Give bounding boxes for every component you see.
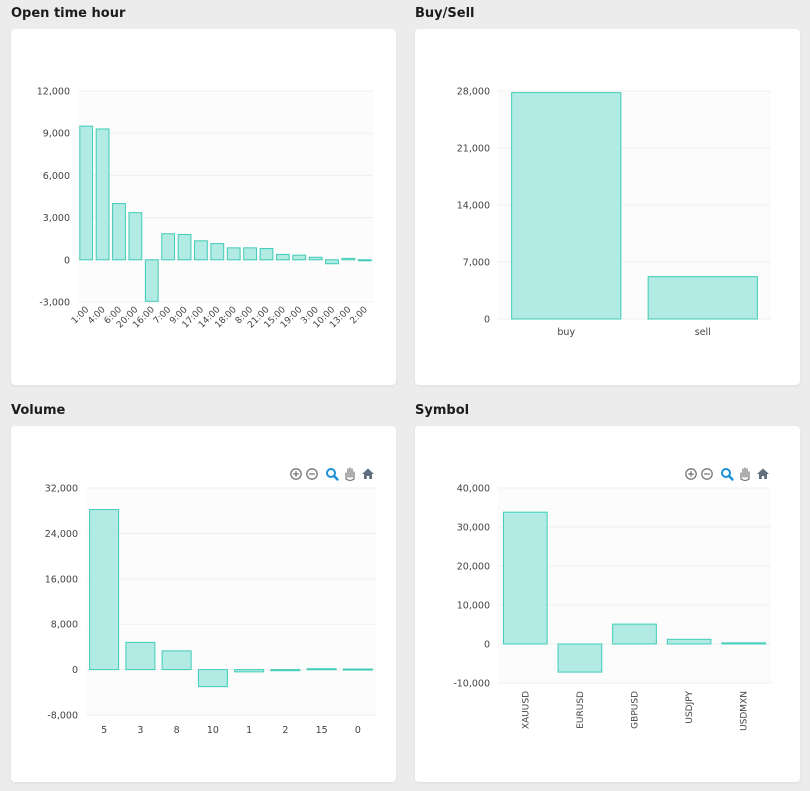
bar-open-time-hour-11[interactable]	[259, 248, 274, 261]
y-tick-label: 10,000	[457, 601, 490, 612]
y-tick-label: 32,000	[45, 484, 78, 495]
y-tick-label: 21,000	[457, 144, 490, 155]
y-tick-label: 24,000	[45, 529, 78, 540]
bar-buy-sell-1[interactable]	[647, 276, 758, 320]
x-tick-label: 7:00	[152, 305, 174, 327]
bar-open-time-hour-13[interactable]	[292, 254, 307, 261]
y-tick-label: 6,000	[43, 171, 70, 182]
bar-open-time-hour-2[interactable]	[112, 203, 126, 261]
y-tick-label: 16,000	[45, 574, 78, 585]
bar-open-time-hour-12[interactable]	[275, 253, 290, 261]
card-volume: 32,000 24,000 16,000 8,000 0 -8,000 5 3 8 10 1 2 15 0	[11, 426, 396, 782]
bar-symbol-0[interactable]	[502, 511, 548, 645]
x-tick-label: EURUSD	[576, 691, 586, 729]
zoom-in-icon[interactable]	[290, 468, 302, 480]
bar-open-time-hour-6[interactable]	[177, 233, 192, 261]
y-tick-label: 7,000	[463, 258, 490, 269]
selection-zoom-icon[interactable]	[721, 468, 734, 481]
bar-open-time-hour-16[interactable]	[341, 257, 356, 261]
bar-open-time-hour-15[interactable]	[325, 259, 339, 265]
y-tick-label: 28,000	[457, 87, 490, 98]
y-tick-label: -3,000	[39, 298, 70, 309]
card-buy-sell: 28,000 21,000 14,000 7,000 0 buy sell	[415, 29, 800, 385]
x-tick-label: 8	[174, 725, 180, 736]
x-tick-label: 4:00	[86, 305, 108, 327]
y-tick-label: 0	[484, 315, 490, 326]
y-tick-label: -10,000	[453, 679, 490, 690]
bar-open-time-hour-17[interactable]	[357, 259, 372, 262]
bar-open-time-hour-1[interactable]	[95, 128, 110, 261]
bar-volume-0[interactable]	[89, 509, 120, 671]
x-tick-label: 2:00	[349, 305, 371, 327]
x-tick-label: USDMXN	[740, 691, 750, 731]
selection-zoom-icon[interactable]	[326, 468, 339, 481]
zoom-in-icon[interactable]	[685, 468, 697, 480]
bar-symbol-2[interactable]	[612, 623, 657, 645]
bar-volume-7[interactable]	[342, 668, 373, 671]
x-tick-label: XAUUSD	[521, 691, 531, 729]
y-tick-label: 0	[484, 640, 490, 651]
chart-buy-sell: 28,000 21,000 14,000 7,000 0 buy sell	[457, 87, 771, 338]
zoom-out-icon[interactable]	[701, 468, 713, 480]
x-tick-label: buy	[557, 327, 575, 338]
panel-title-buy-sell: Buy/Sell	[415, 6, 475, 21]
x-tick-label: 15	[316, 725, 328, 736]
bar-volume-3[interactable]	[197, 669, 228, 688]
y-tick-label: 30,000	[457, 523, 490, 534]
bar-open-time-hour-5[interactable]	[161, 233, 176, 261]
y-tick-label: 20,000	[457, 562, 490, 573]
y-tick-label: -8,000	[47, 711, 78, 722]
bar-symbol-1[interactable]	[557, 643, 603, 673]
y-tick-label: 40,000	[457, 484, 490, 495]
bar-open-time-hour-4[interactable]	[144, 259, 159, 302]
zoom-out-icon[interactable]	[306, 468, 318, 480]
bar-symbol-4[interactable]	[721, 642, 767, 645]
x-tick-label: 5	[101, 725, 107, 736]
card-symbol: 40,000 30,000 20,000 10,000 0 -10,000 XAUUSD EU…	[415, 426, 800, 782]
plot-area	[86, 488, 376, 715]
bar-buy-sell-0[interactable]	[511, 92, 622, 320]
x-tick-label: sell	[695, 327, 711, 338]
pan-hand-icon[interactable]	[345, 467, 355, 482]
reset-home-icon[interactable]	[362, 468, 374, 480]
x-tick-label: GBPUSD	[631, 691, 641, 729]
bar-open-time-hour-7[interactable]	[194, 240, 208, 261]
bar-open-time-hour-8[interactable]	[210, 243, 225, 261]
pan-hand-icon[interactable]	[740, 467, 750, 482]
y-tick-label: 9,000	[43, 129, 70, 140]
card-open-time-hour: 12,000 9,000 6,000 3,000 0 -3,000 1:00 4:00 6:00…	[11, 29, 396, 385]
x-tick-label: 2	[282, 725, 288, 736]
chart-symbol: 40,000 30,000 20,000 10,000 0 -10,000 XAUUSD EU…	[453, 467, 771, 731]
y-tick-label: 3,000	[43, 213, 70, 224]
bar-volume-4[interactable]	[234, 669, 265, 673]
bar-volume-1[interactable]	[125, 641, 156, 671]
x-tick-label: USDJPY	[685, 691, 695, 724]
bar-volume-6[interactable]	[306, 668, 337, 671]
x-tick-label: 0	[355, 725, 361, 736]
bar-open-time-hour-3[interactable]	[128, 212, 143, 261]
bar-open-time-hour-0[interactable]	[79, 125, 94, 261]
x-tick-label: 3	[137, 725, 143, 736]
bar-open-time-hour-9[interactable]	[226, 247, 241, 261]
bar-volume-5[interactable]	[270, 669, 301, 672]
y-tick-label: 8,000	[51, 620, 78, 631]
bar-open-time-hour-14[interactable]	[308, 256, 323, 261]
y-tick-label: 0	[72, 665, 78, 676]
bar-volume-2[interactable]	[161, 650, 192, 671]
y-tick-label: 12,000	[37, 87, 70, 98]
bar-open-time-hour-10[interactable]	[243, 247, 257, 261]
bar-symbol-3[interactable]	[666, 638, 712, 645]
chart-open-time-hour: 12,0009,0006,0003,0000-3,0001:004:006:00…	[37, 87, 373, 330]
panel-title-volume: Volume	[11, 403, 66, 418]
y-tick-label: 14,000	[457, 201, 490, 212]
x-tick-label: 1	[246, 725, 252, 736]
panel-title-open-time-hour: Open time hour	[11, 6, 126, 21]
y-tick-label: 0	[64, 255, 70, 266]
x-tick-label: 10	[207, 725, 219, 736]
panel-title-symbol: Symbol	[415, 403, 470, 418]
plot-area	[78, 91, 373, 302]
x-tick-label: 1:00	[70, 305, 92, 327]
reset-home-icon[interactable]	[757, 468, 769, 480]
